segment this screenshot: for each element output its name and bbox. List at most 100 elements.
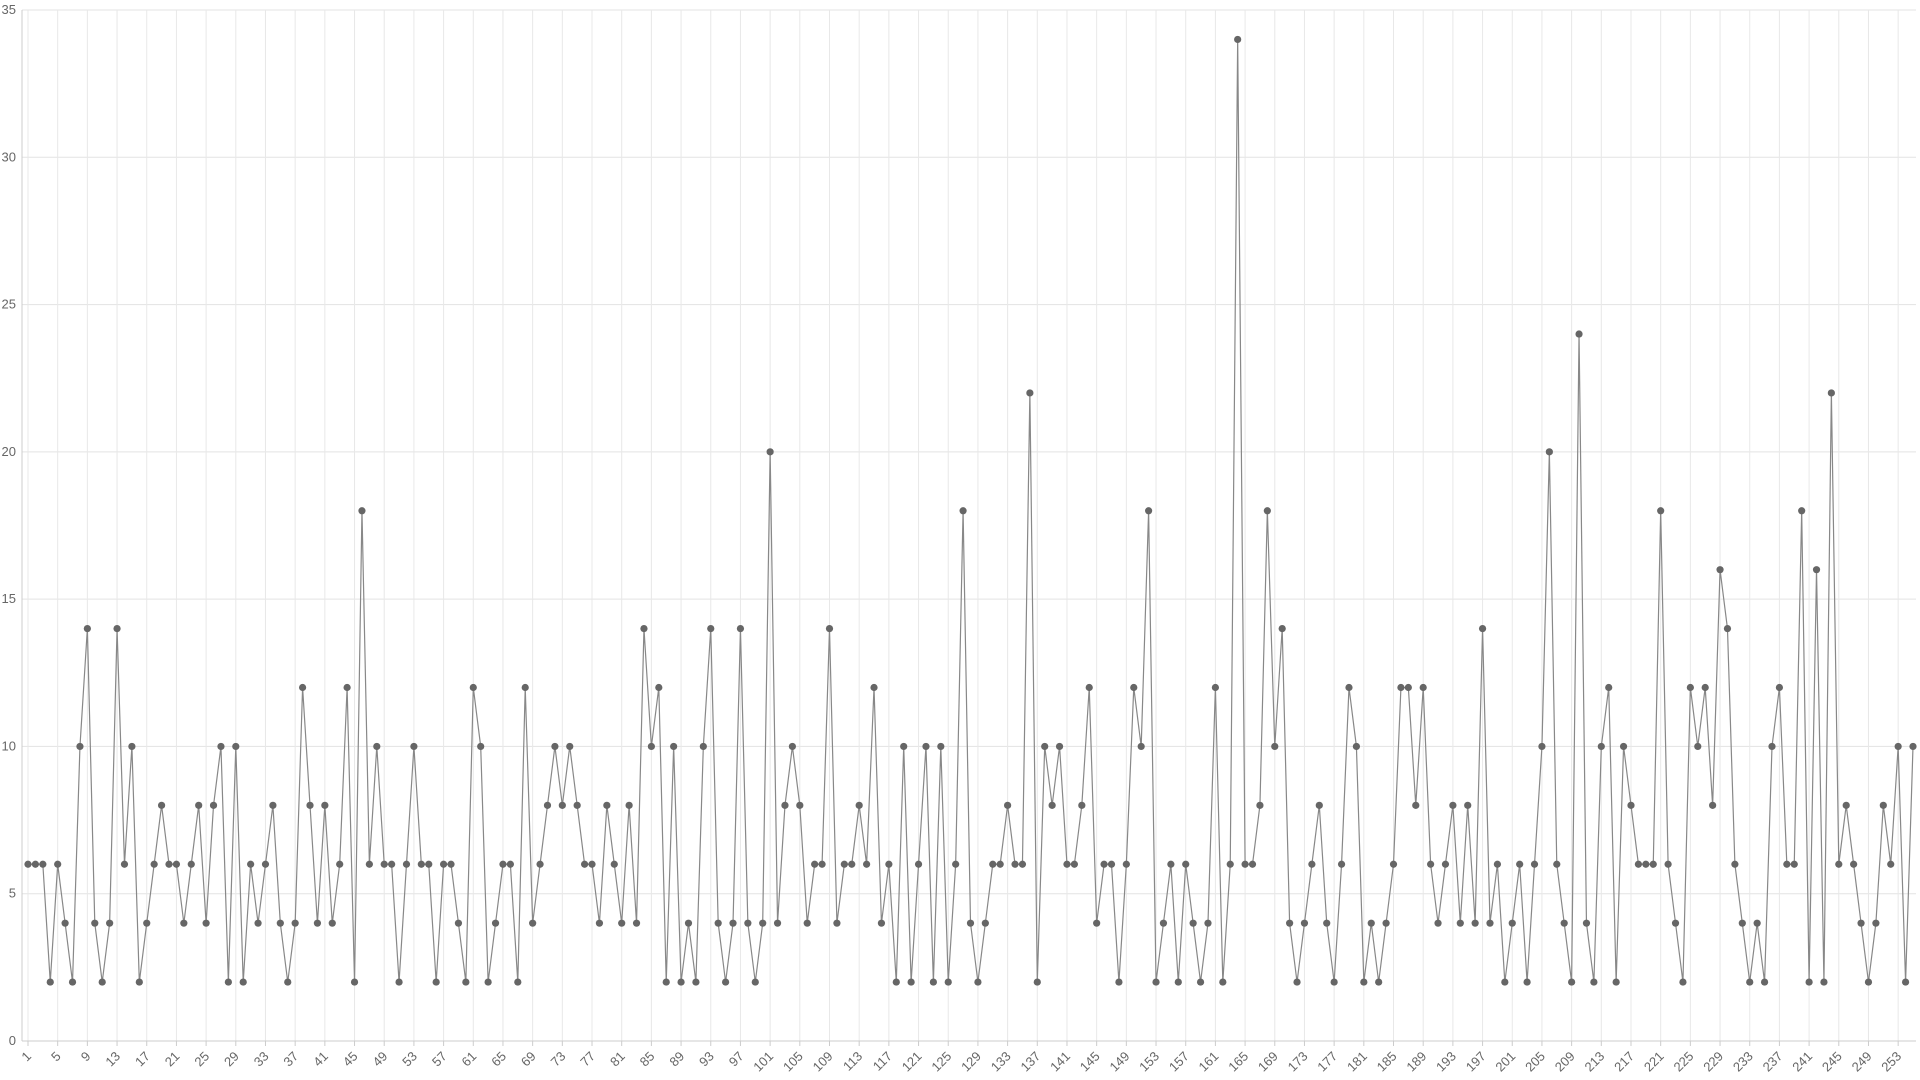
data-point [1909, 742, 1917, 751]
data-point [232, 742, 240, 751]
data-point [1879, 801, 1887, 809]
data-point [721, 978, 730, 986]
data-point [98, 978, 106, 986]
data-point [840, 860, 848, 868]
data-point [1538, 742, 1546, 751]
data-point [1553, 860, 1561, 868]
data-point [647, 742, 655, 751]
x-tick-label: 77 [577, 1049, 598, 1070]
x-tick-label: 1 [18, 1049, 34, 1065]
data-point [46, 978, 54, 986]
y-tick-label: 35 [2, 2, 16, 17]
data-point [1679, 978, 1687, 986]
data-point [1004, 801, 1012, 809]
data-point [707, 625, 715, 633]
y-tick-label: 10 [2, 738, 16, 753]
x-tick-label: 193 [1433, 1049, 1459, 1075]
data-point [61, 919, 69, 927]
data-point [113, 625, 121, 633]
data-point [247, 860, 255, 868]
data-point [39, 860, 47, 868]
x-tick-label: 237 [1760, 1049, 1786, 1075]
x-tick-label: 17 [132, 1049, 153, 1070]
data-point [417, 860, 425, 868]
data-point [1508, 919, 1516, 927]
x-tick-label: 105 [780, 1049, 806, 1075]
data-point [1107, 860, 1116, 868]
data-point [1055, 742, 1064, 751]
data-point [1887, 860, 1895, 868]
data-point [692, 978, 700, 986]
data-point [855, 801, 863, 809]
data-point [24, 860, 32, 868]
data-point [306, 801, 314, 809]
data-point [1642, 860, 1650, 868]
data-point [1293, 978, 1301, 986]
data-point [1397, 683, 1405, 692]
data-point [1575, 330, 1583, 338]
data-point [1805, 978, 1813, 986]
x-tick-label: 173 [1285, 1049, 1311, 1075]
data-point [603, 801, 611, 809]
data-point [959, 507, 967, 515]
data-point [1486, 919, 1494, 927]
data-point [573, 801, 581, 809]
x-tick-label: 85 [637, 1049, 658, 1070]
data-point [848, 860, 856, 868]
data-point [1100, 860, 1108, 868]
data-point [655, 683, 663, 692]
x-tick-label: 133 [988, 1049, 1014, 1075]
data-point [1753, 919, 1761, 927]
x-tick-label: 21 [162, 1049, 183, 1070]
data-point [31, 860, 40, 868]
data-point [1568, 978, 1576, 986]
data-point [1783, 860, 1791, 868]
data-point [996, 860, 1004, 868]
x-tick-label: 241 [1789, 1049, 1815, 1075]
data-point [336, 860, 344, 868]
data-point [1790, 860, 1798, 868]
data-point [640, 625, 648, 633]
data-point [187, 860, 195, 868]
data-point [454, 919, 463, 927]
x-tick-label: 221 [1641, 1049, 1667, 1075]
data-point [714, 919, 722, 927]
data-point [157, 801, 166, 809]
data-point [1315, 801, 1323, 809]
data-point [833, 919, 841, 927]
data-point [106, 919, 114, 927]
data-point [313, 919, 322, 927]
x-tick-label: 45 [340, 1049, 361, 1070]
data-point [1226, 860, 1234, 868]
data-point [276, 919, 284, 927]
data-point [1211, 683, 1220, 692]
data-point [781, 801, 789, 809]
data-point [529, 919, 537, 927]
x-tick-label: 13 [102, 1049, 123, 1070]
data-point [350, 978, 359, 986]
data-point [462, 978, 470, 986]
data-point [1716, 566, 1724, 574]
data-point [1842, 801, 1850, 809]
data-point [1337, 860, 1346, 868]
data-point [1709, 801, 1717, 809]
data-point [937, 742, 945, 751]
data-point [1768, 742, 1776, 751]
data-point [1308, 860, 1316, 868]
data-point [1263, 507, 1271, 515]
data-point [914, 860, 923, 868]
x-tick-label: 153 [1136, 1049, 1162, 1075]
data-line [28, 39, 1914, 983]
x-tick-label: 101 [750, 1049, 776, 1075]
data-point [929, 978, 937, 986]
data-point [143, 919, 151, 927]
data-point [365, 860, 373, 868]
data-point [1018, 860, 1027, 868]
data-point [1597, 742, 1605, 751]
data-point [1033, 978, 1041, 986]
data-point [699, 742, 707, 751]
data-point [402, 860, 411, 868]
data-point [1137, 742, 1145, 751]
data-point [870, 683, 878, 692]
x-tick-label: 253 [1878, 1049, 1904, 1075]
